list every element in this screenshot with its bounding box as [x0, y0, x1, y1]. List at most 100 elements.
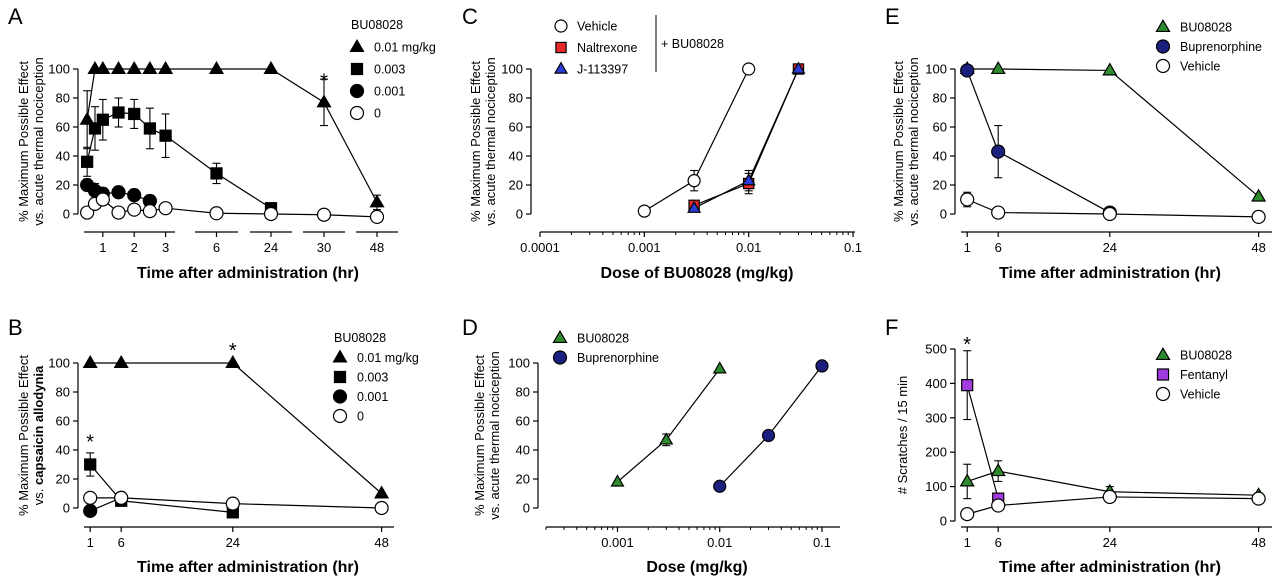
y-tick-label: 100 — [48, 62, 70, 77]
legend-label: 0.001 — [357, 390, 388, 404]
legend-marker — [349, 83, 365, 99]
x-axis-label: Dose of BU08028 (mg/kg) — [601, 265, 794, 282]
legend-marker — [333, 370, 347, 384]
legend-marker — [350, 62, 364, 76]
data-point — [208, 60, 225, 75]
legend-label: BU08028 — [577, 332, 629, 346]
x-tick-label: 1 — [964, 240, 971, 255]
data-point — [960, 63, 975, 78]
y-axis-label: % Maximum Possible Effectvs. acute therm… — [16, 57, 46, 225]
y-tick-label: 100 — [925, 62, 947, 77]
data-point — [110, 60, 127, 75]
y-tick-label: 60 — [933, 120, 947, 135]
data-point — [95, 60, 111, 75]
data-point — [127, 188, 142, 203]
x-tick-label: 6 — [118, 535, 125, 550]
y-tick-label: 60 — [516, 414, 530, 429]
panel-d: D 0 20 40 60 80 100 % Maximum Possible Effectvs… — [462, 315, 840, 576]
data-point — [225, 354, 241, 369]
y-tick-label: 300 — [925, 410, 947, 425]
y-axis-label: # Scratches / 15 min — [895, 376, 910, 495]
data-point — [959, 473, 975, 487]
series-line — [90, 497, 382, 509]
data-point — [95, 192, 110, 207]
data-point — [225, 496, 240, 511]
x-tick-label: 24 — [264, 240, 278, 255]
y-tick-label: 40 — [56, 443, 70, 458]
data-point — [1251, 209, 1266, 224]
y-tick-label: 20 — [933, 178, 947, 193]
x-tick-label: 6 — [995, 535, 1002, 550]
legend-label: 0.001 — [374, 85, 405, 99]
data-point — [316, 94, 332, 108]
data-point — [128, 107, 141, 121]
data-point — [1102, 62, 1118, 76]
panel-label: D — [462, 315, 478, 340]
y-tick-label: 0 — [63, 207, 70, 222]
x-tick-label: 0.01 — [707, 535, 732, 550]
legend-title: BU08028 — [334, 331, 386, 345]
legend-group-label: + BU08028 — [661, 37, 724, 51]
x-tick-label: 48 — [374, 535, 388, 550]
significance-marker: * — [320, 71, 328, 93]
y-tick-label: 0 — [523, 501, 530, 516]
data-point — [112, 106, 125, 119]
data-point — [158, 60, 174, 75]
legend-label: Fentanyl — [1180, 368, 1228, 382]
x-tick-label: 0.001 — [628, 240, 661, 255]
legend-label: J-113397 — [577, 63, 628, 77]
legend: BU08028 Fentanyl Vehicle — [1155, 346, 1232, 402]
data-point — [88, 122, 102, 135]
x-tick-label: 6 — [213, 240, 220, 255]
legend-marker — [349, 38, 365, 53]
legend-marker — [349, 105, 365, 121]
y-tick-label: 0 — [940, 514, 947, 529]
data-point — [961, 378, 974, 392]
data-point — [111, 205, 126, 220]
data-point — [659, 432, 674, 445]
data-point — [687, 200, 702, 213]
significance-marker: * — [229, 340, 237, 362]
data-point — [369, 194, 385, 208]
panel-label: B — [8, 315, 23, 340]
x-tick-label: 0.0001 — [520, 240, 560, 255]
legend-label: Vehicle — [1180, 60, 1220, 74]
data-point — [83, 490, 98, 505]
data-point — [712, 361, 727, 374]
legend-marker — [554, 19, 568, 33]
legend-marker — [1155, 39, 1171, 54]
data-point — [610, 474, 625, 487]
y-tick-label: 80 — [56, 91, 70, 106]
legend-marker — [555, 41, 567, 54]
panel-label: C — [462, 4, 478, 29]
y-axis-label: % Maximum Possible Effectvs. capsaicin a… — [16, 355, 46, 516]
data-point — [127, 202, 142, 217]
legend-label: 0 — [374, 107, 381, 121]
legend-label: BU08028 — [1180, 349, 1232, 363]
y-tick-label: 100 — [508, 356, 530, 371]
data-point — [741, 173, 756, 186]
data-point — [158, 201, 173, 216]
data-point — [1102, 489, 1117, 505]
y-tick-label: 100 — [501, 62, 523, 77]
x-tick-label: 0.01 — [736, 240, 761, 255]
data-point — [991, 205, 1006, 220]
y-tick-label: 20 — [509, 178, 523, 193]
x-tick-label: 0.1 — [844, 240, 862, 255]
y-tick-label: 0 — [63, 501, 70, 516]
y-tick-label: 20 — [56, 472, 70, 487]
y-tick-label: 80 — [933, 91, 947, 106]
x-tick-label: 1 — [87, 535, 94, 550]
data-point — [81, 155, 94, 168]
series-line — [617, 368, 721, 483]
y-tick-label: 40 — [516, 443, 530, 458]
x-axis-label: Time after administration (hr) — [137, 265, 359, 282]
panel-f: F 0 100 200 300 400 500 # Scratches / 15 min 1 6 2… — [885, 315, 1272, 576]
data-point — [991, 144, 1006, 159]
series-line — [966, 70, 1111, 214]
y-tick-label: 80 — [509, 91, 523, 106]
series-line — [966, 198, 1259, 218]
legend-marker — [332, 408, 348, 424]
